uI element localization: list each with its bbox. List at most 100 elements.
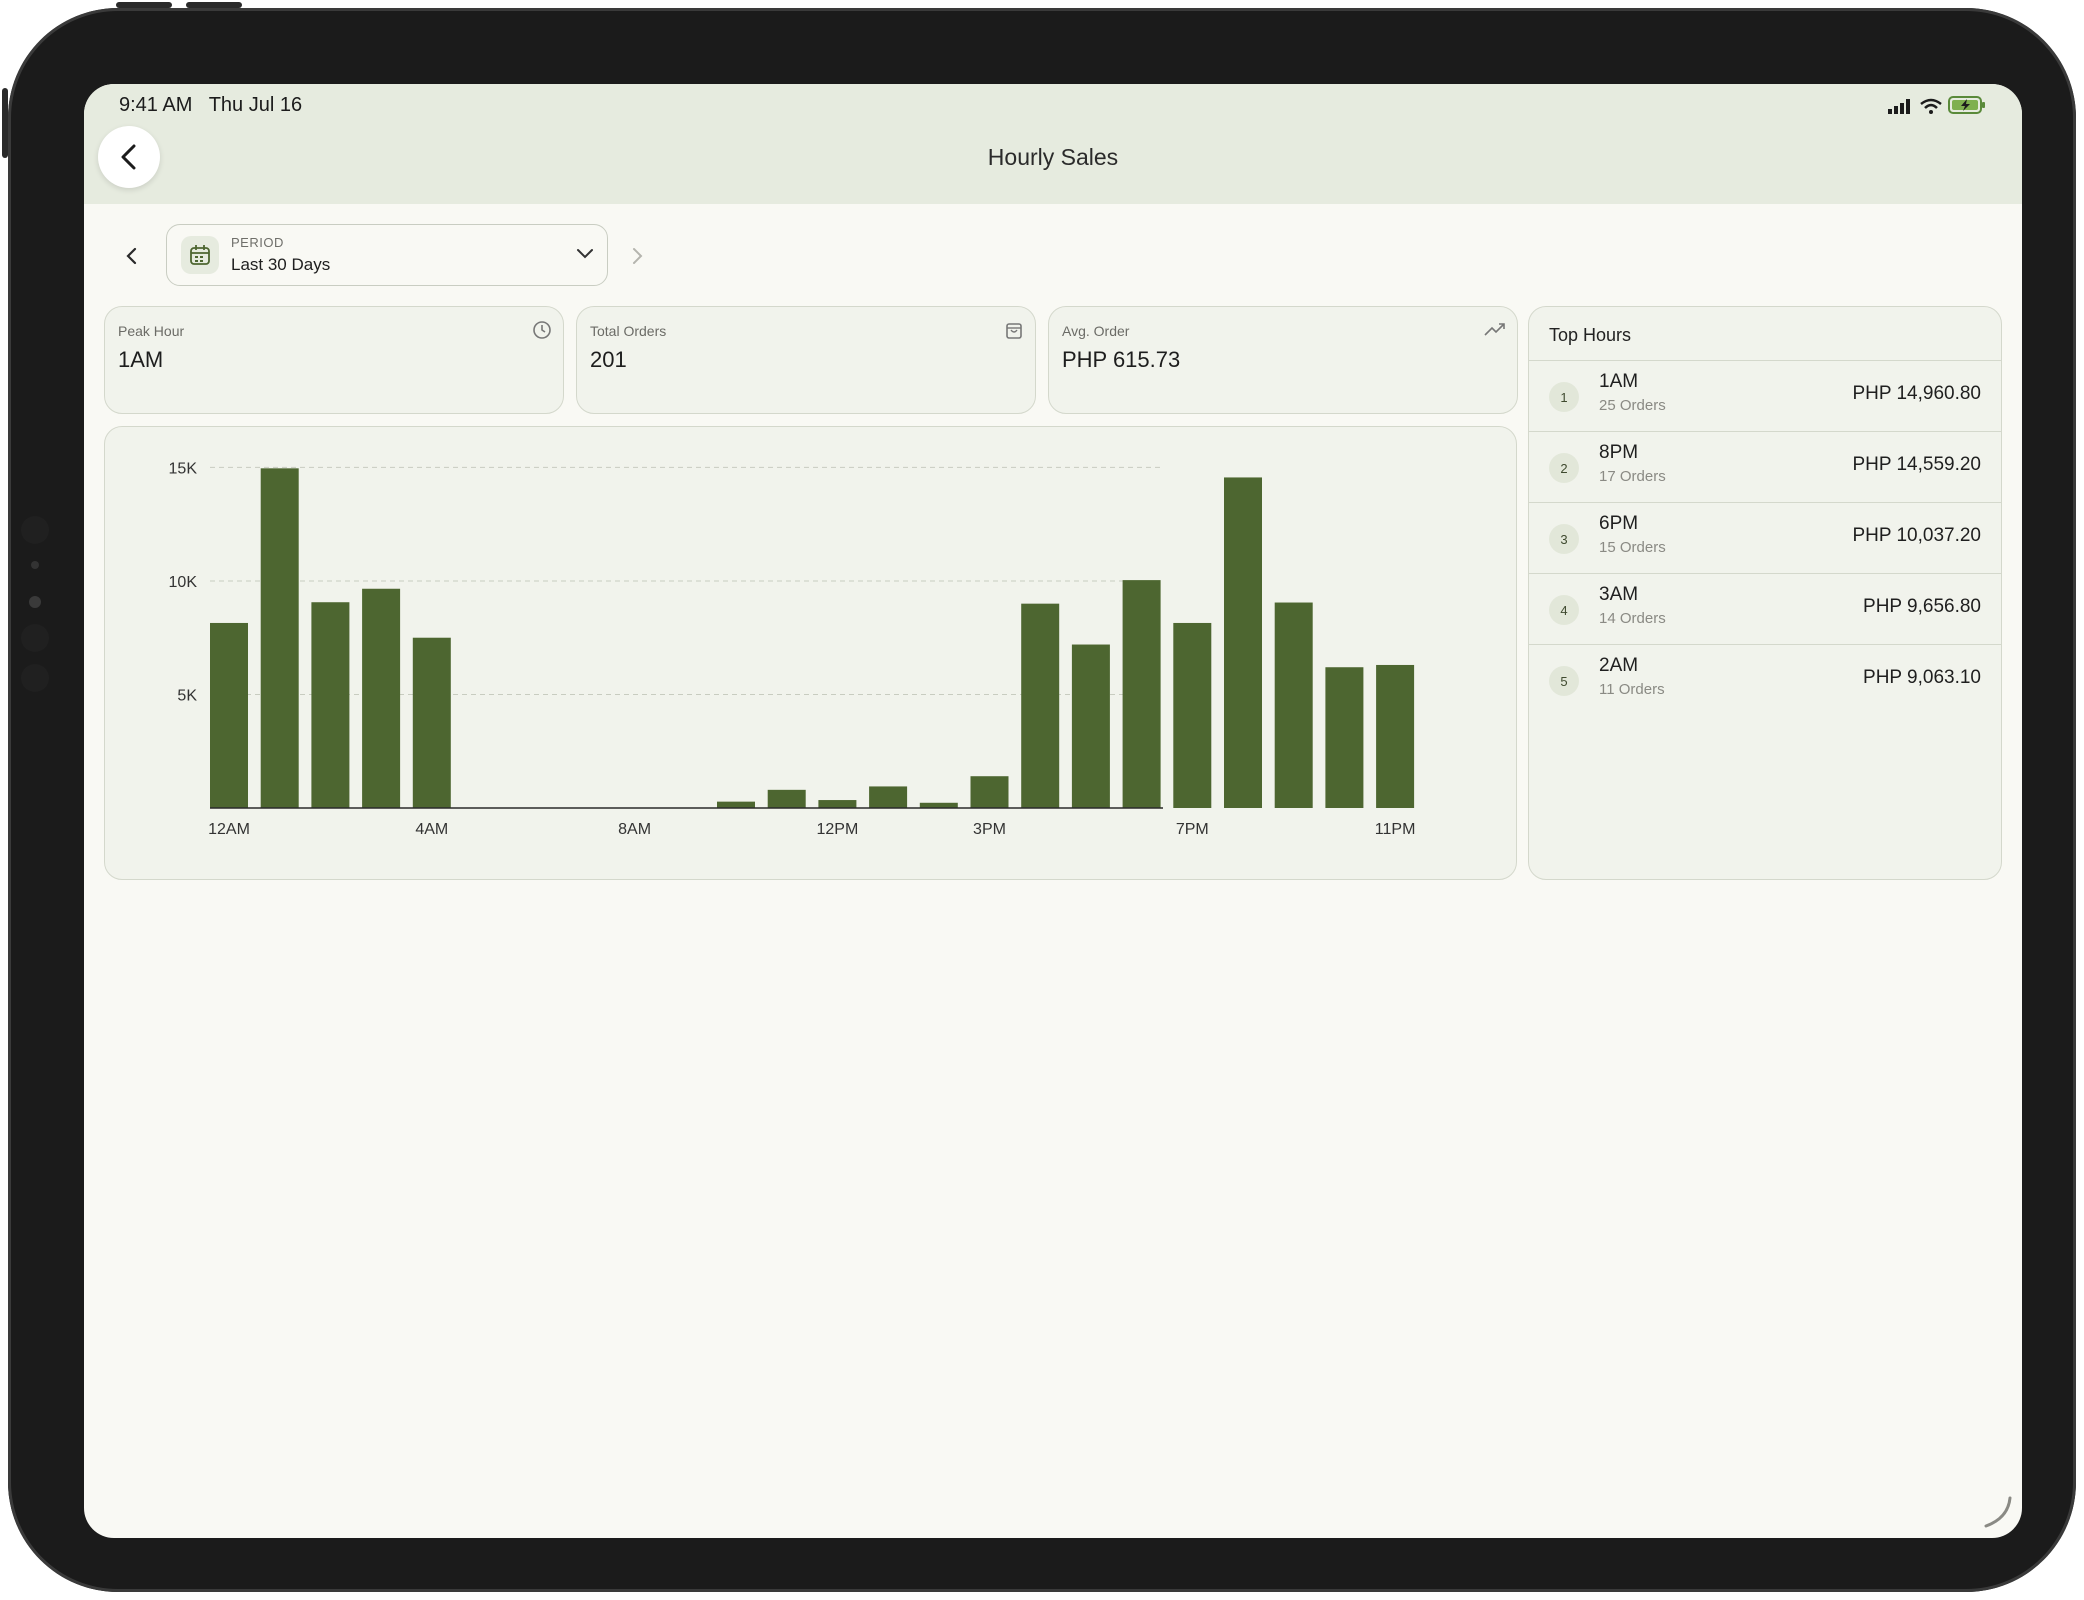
status-date: Thu Jul 16 xyxy=(208,94,303,116)
volume-up-button xyxy=(116,2,172,8)
bar-3am xyxy=(362,588,401,808)
row-orders: 25 Orders xyxy=(1599,397,1666,414)
top-hour-row[interactable]: 4 3AM 14 Orders PHP 9,656.80 xyxy=(1529,573,2001,644)
camera-dot xyxy=(21,516,49,544)
period-value: Last 30 Days xyxy=(231,255,331,274)
camera-lens xyxy=(29,596,41,608)
peak-hour-value: 1AM xyxy=(118,347,164,372)
peak-hour-label: Peak Hour xyxy=(118,323,185,339)
bar-10pm xyxy=(1325,667,1364,808)
bar-5pm xyxy=(1071,644,1110,808)
avg-order-card: Avg. Order PHP 615.73 xyxy=(1048,306,1518,414)
top-hours-title: Top Hours xyxy=(1549,325,1632,345)
sensor-dot xyxy=(21,664,49,692)
bar-12am xyxy=(210,622,248,808)
x-tick-label: 12PM xyxy=(817,821,859,838)
top-hour-row[interactable]: 3 6PM 15 Orders PHP 10,037.20 xyxy=(1529,502,2001,573)
peak-hour-card: Peak Hour 1AM xyxy=(104,306,564,414)
row-hour: 2AM xyxy=(1599,655,1639,676)
rank-badge: 1 xyxy=(1549,382,1579,412)
screen: 9:41 AM Thu Jul 16 xyxy=(84,84,2022,1538)
row-orders: 15 Orders xyxy=(1599,539,1666,556)
sensor-dot xyxy=(21,624,49,652)
bar-1pm xyxy=(869,786,908,808)
x-tick-label: 8AM xyxy=(618,821,651,838)
row-orders: 17 Orders xyxy=(1599,468,1666,485)
hourly-sales-chart-card: 5K 10K 15K 12AM 4AM 8AM 12PM 3PM 7PM 11PM xyxy=(104,426,1517,880)
calendar-icon xyxy=(181,236,219,274)
avg-order-value: PHP 615.73 xyxy=(1062,347,1181,372)
sensor-dot xyxy=(31,561,39,569)
status-clock: 9:41 AM xyxy=(119,94,193,116)
shopping-bag-icon xyxy=(1006,323,1022,339)
bar-11am xyxy=(767,789,806,808)
back-button[interactable] xyxy=(98,126,160,188)
bar-8pm xyxy=(1224,477,1262,808)
row-amount: PHP 10,037.20 xyxy=(1852,525,1981,546)
period-dropdown[interactable]: PERIOD Last 30 Days xyxy=(166,224,608,286)
bar-6pm xyxy=(1122,580,1161,808)
calendar-glyph xyxy=(190,245,210,265)
volume-down-button xyxy=(186,2,242,8)
x-tick-label: 12AM xyxy=(208,821,250,838)
trending-up-icon xyxy=(1484,323,1505,336)
row-orders: 11 Orders xyxy=(1599,681,1665,698)
row-orders: 14 Orders xyxy=(1599,610,1666,627)
period-label: PERIOD xyxy=(231,235,284,250)
previous-period-button[interactable] xyxy=(117,241,147,271)
y-tick-label: 15K xyxy=(169,460,198,477)
next-period-button[interactable] xyxy=(622,241,652,271)
total-orders-label: Total Orders xyxy=(590,323,667,339)
top-hours-card: Top Hours 1 1AM 25 Orders PHP 14,960.80 … xyxy=(1528,306,2002,880)
bar-3pm xyxy=(970,776,1009,808)
total-orders-card: Total Orders 201 xyxy=(576,306,1036,414)
bar-7pm xyxy=(1173,622,1212,808)
top-hour-row[interactable]: 5 2AM 11 Orders PHP 9,063.10 xyxy=(1529,644,2001,715)
chevron-down-icon xyxy=(577,249,593,259)
x-tick-label: 11PM xyxy=(1375,821,1416,838)
power-button xyxy=(2,88,8,158)
chevron-right-icon xyxy=(633,248,643,264)
bar-12pm xyxy=(818,800,857,808)
row-hour: 1AM xyxy=(1599,371,1639,392)
bar-2pm xyxy=(919,802,958,808)
y-tick-label: 5K xyxy=(177,687,197,704)
row-amount: PHP 9,656.80 xyxy=(1863,596,1981,617)
bar-2am xyxy=(311,602,350,808)
bar-11pm xyxy=(1376,664,1415,808)
rank-badge: 5 xyxy=(1549,666,1579,696)
row-amount: PHP 14,960.80 xyxy=(1852,383,1981,404)
total-orders-value: 201 xyxy=(590,347,627,372)
cellular-signal-icon xyxy=(1888,99,1910,114)
x-tick-label: 4AM xyxy=(415,821,448,838)
rank-badge: 4 xyxy=(1549,595,1579,625)
top-hour-row[interactable]: 1 1AM 25 Orders PHP 14,960.80 xyxy=(1529,360,2001,431)
status-icons xyxy=(1888,96,1986,114)
x-tick-label: 3PM xyxy=(973,821,1006,838)
rank-badge: 2 xyxy=(1549,453,1579,483)
chevron-left-icon xyxy=(121,144,136,170)
bar-4am xyxy=(412,637,451,808)
row-amount: PHP 14,559.20 xyxy=(1852,454,1981,475)
bar-9pm xyxy=(1274,602,1313,808)
bar-10am xyxy=(717,801,755,808)
top-bar: 9:41 AM Thu Jul 16 xyxy=(84,84,2022,204)
row-amount: PHP 9,063.10 xyxy=(1863,667,1981,688)
resize-corner-icon xyxy=(1984,1496,2012,1528)
rank-badge: 3 xyxy=(1549,524,1579,554)
row-hour: 3AM xyxy=(1599,584,1639,605)
bar-4pm xyxy=(1021,603,1060,808)
row-hour: 6PM xyxy=(1599,513,1639,534)
hourly-sales-chart: 5K 10K 15K 12AM 4AM 8AM 12PM 3PM 7PM 11PM xyxy=(169,460,1416,838)
page-title: Hourly Sales xyxy=(987,144,1119,170)
status-time: 9:41 AM Thu Jul 16 xyxy=(119,94,302,117)
wifi-icon xyxy=(1920,98,1942,114)
battery-charging-icon xyxy=(1948,96,1985,114)
y-tick-label: 10K xyxy=(169,574,198,591)
top-hour-row[interactable]: 2 8PM 17 Orders PHP 14,559.20 xyxy=(1529,431,2001,502)
avg-order-label: Avg. Order xyxy=(1062,323,1130,339)
x-tick-label: 7PM xyxy=(1176,821,1209,838)
row-hour: 8PM xyxy=(1599,442,1639,463)
chevron-left-icon xyxy=(126,247,137,265)
